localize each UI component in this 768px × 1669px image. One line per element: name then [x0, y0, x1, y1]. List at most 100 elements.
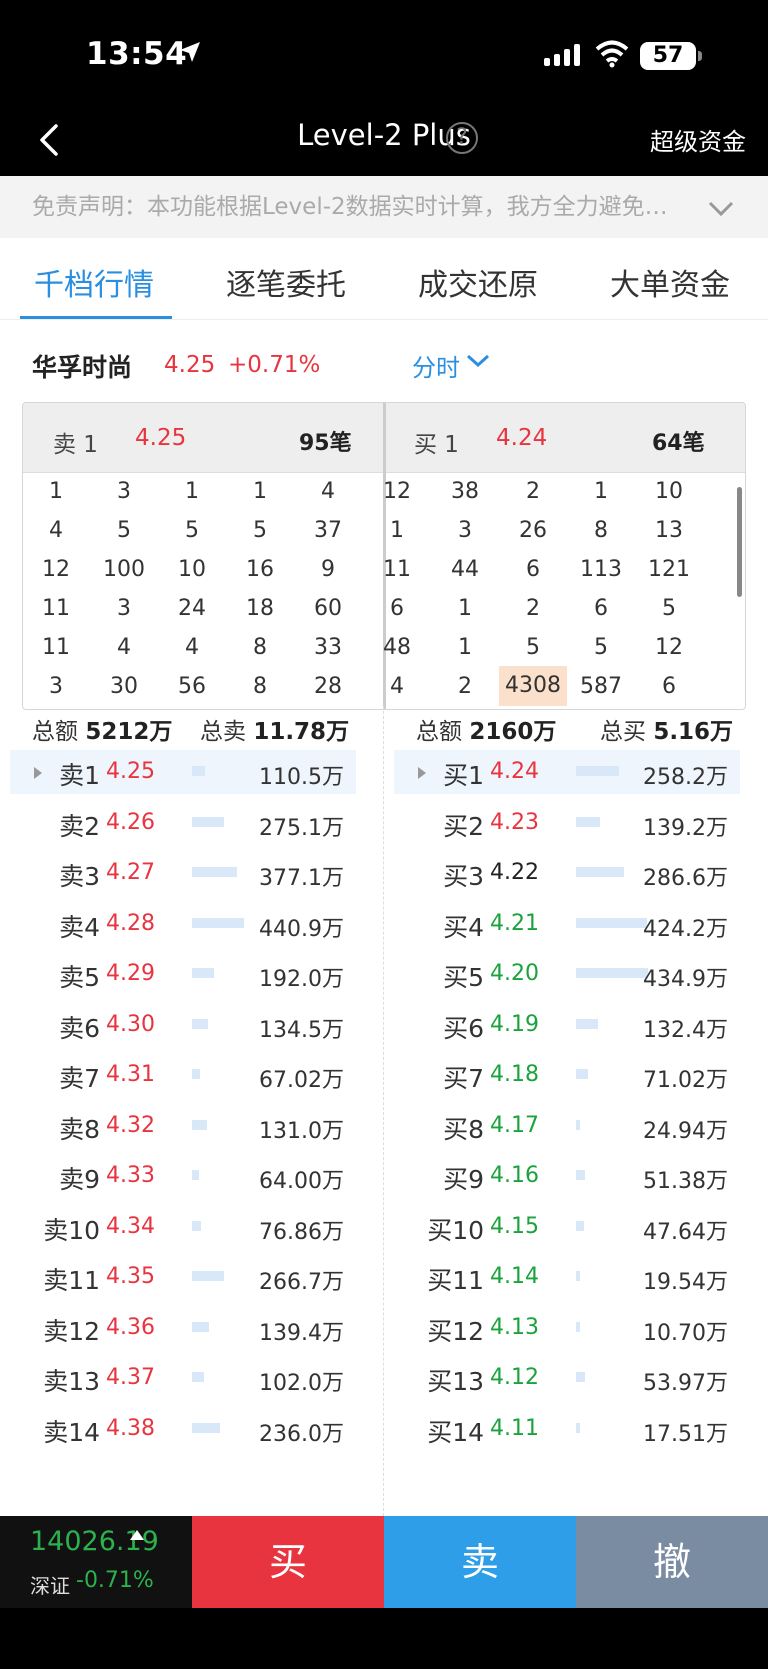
- sell-queue-cell: 18: [246, 596, 274, 621]
- sell-level-row[interactable]: 卖6 4.30 134.5万: [10, 1003, 356, 1047]
- buy-queue-price: 4.24: [496, 425, 548, 451]
- buy-level-amount: 47.64万: [643, 1219, 728, 1245]
- super-funds-link[interactable]: 超级资金: [650, 128, 746, 156]
- sell-level-volume-bar: [192, 867, 237, 877]
- sell-level-price: 4.28: [106, 910, 155, 936]
- sell-level-price: 4.29: [106, 961, 155, 986]
- sell-level-row[interactable]: 卖1 4.25 110.5万: [10, 750, 356, 794]
- tab-trade-restore[interactable]: 成交还原: [418, 268, 538, 303]
- tab-order-by-order[interactable]: 逐笔委托: [226, 268, 346, 303]
- sell-level-price: 4.34: [106, 1213, 155, 1239]
- sell-queue-cell: 8: [253, 674, 267, 699]
- buy-button[interactable]: 买: [192, 1516, 384, 1608]
- sell-level-label: 卖7: [59, 1064, 100, 1093]
- buy-level-volume-bar: [576, 1018, 598, 1029]
- sell-queue-cell: 11: [42, 635, 70, 660]
- buy-level-row[interactable]: 买9 4.16 51.38万: [394, 1154, 740, 1198]
- sell-level-row[interactable]: 卖11 4.35 266.7万: [10, 1255, 356, 1299]
- cancel-order-button[interactable]: 撤: [576, 1516, 768, 1608]
- buy-level-row[interactable]: 买1 4.24 258.2万: [394, 750, 740, 794]
- bottom-action-bar: 14026.19 深证 -0.71% 买 卖 撤: [0, 1516, 768, 1608]
- buy-level-volume-bar: [576, 1321, 580, 1332]
- sell-level-amount: 266.7万: [259, 1270, 344, 1295]
- sell-queue-price: 4.25: [135, 425, 187, 451]
- buy-level-row[interactable]: 买11 4.14 19.54万: [394, 1255, 740, 1299]
- queue-scrollbar[interactable]: [737, 487, 742, 597]
- buy-level-row[interactable]: 买2 4.23 139.2万: [394, 801, 740, 845]
- sell-level-row[interactable]: 卖3 4.27 377.1万: [10, 851, 356, 895]
- buy-level-label: 买13: [427, 1367, 484, 1396]
- period-selector[interactable]: 分时: [412, 354, 460, 382]
- buy-level-label: 买1: [443, 761, 484, 790]
- buy-level-volume-bar: [576, 1069, 588, 1079]
- tab-bar: 千档行情 逐笔委托 成交还原 大单资金: [0, 238, 768, 320]
- sell-queue-header: 卖 1 4.25 95笔: [23, 403, 383, 473]
- buy-level-label: 买4: [443, 912, 484, 942]
- sell-queue-cell: 5: [117, 518, 131, 543]
- buy-level-row[interactable]: 买3 4.22 286.6万: [394, 851, 740, 895]
- buy-queue-cell: 5: [662, 596, 676, 621]
- buy-level-row[interactable]: 买6 4.19 132.4万: [394, 1003, 740, 1047]
- caret-right-icon: [34, 767, 42, 779]
- buy-queue-count: 64笔: [652, 431, 705, 456]
- sell-level-row[interactable]: 卖13 4.37 102.0万: [10, 1356, 356, 1400]
- sell-level-volume-bar: [192, 1220, 201, 1231]
- sell-level-volume-bar: [192, 1069, 200, 1079]
- queue-divider: [383, 403, 386, 709]
- chevron-down-icon[interactable]: [466, 354, 490, 368]
- sell-level-row[interactable]: 卖9 4.33 64.00万: [10, 1154, 356, 1198]
- sell-queue-cell: 12: [42, 557, 70, 582]
- buy-level-amount: 10.70万: [643, 1320, 728, 1346]
- book-divider: [383, 706, 384, 1516]
- sell-level-row[interactable]: 卖10 4.34 76.86万: [10, 1205, 356, 1249]
- back-arrow-icon[interactable]: [30, 120, 70, 160]
- chevron-down-icon[interactable]: [708, 201, 734, 217]
- sell-level-label: 卖4: [59, 912, 100, 942]
- buy-level-row[interactable]: 买7 4.18 71.02万: [394, 1053, 740, 1097]
- buy-level-row[interactable]: 买8 4.17 24.94万: [394, 1104, 740, 1148]
- buy-level-row[interactable]: 买5 4.20 434.9万: [394, 952, 740, 996]
- sell-level-row[interactable]: 卖5 4.29 192.0万: [10, 952, 356, 996]
- status-bar: 13:54 57: [0, 0, 768, 104]
- sell-level-row[interactable]: 卖8 4.32 131.0万: [10, 1104, 356, 1148]
- buy-level-volume-bar: [576, 1119, 580, 1130]
- buy-level-price: 4.12: [490, 1365, 539, 1390]
- buy-level-amount: 51.38万: [643, 1169, 728, 1194]
- tab-order-book[interactable]: 千档行情: [34, 268, 154, 303]
- battery-tip: [698, 51, 702, 61]
- index-ticker[interactable]: 14026.19 深证 -0.71%: [0, 1516, 192, 1608]
- home-indicator-area: [0, 1608, 768, 1669]
- buy-level-row[interactable]: 买14 4.11 17.51万: [394, 1407, 740, 1451]
- buy-level-amount: 24.94万: [643, 1118, 728, 1144]
- sell-level-row[interactable]: 卖7 4.31 67.02万: [10, 1053, 356, 1097]
- buy-level-label: 买8: [443, 1114, 484, 1144]
- sell-level-volume-bar: [192, 1372, 204, 1382]
- buy-queue-cell: 48: [383, 635, 411, 660]
- sell-level-row[interactable]: 卖2 4.26 275.1万: [10, 801, 356, 845]
- buy-queue-cell: 44: [451, 557, 479, 582]
- sell-level-label: 卖12: [43, 1316, 100, 1346]
- buy-level-label: 买3: [443, 862, 484, 891]
- help-icon[interactable]: ?: [446, 122, 478, 154]
- sell-total-volume: 总卖 11.78万: [200, 719, 350, 745]
- main-content: 华孚时尚 4.25 +0.71% 分时 卖 1 4.25 95笔 买 1 4.2…: [0, 320, 768, 1516]
- buy-queue-cell: 6: [390, 596, 404, 621]
- buy-level-row[interactable]: 买10 4.15 47.64万: [394, 1205, 740, 1249]
- buy-level-volume-bar: [576, 1372, 585, 1382]
- buy-level-row[interactable]: 买12 4.13 10.70万: [394, 1306, 740, 1350]
- sell-level-volume-bar: [192, 917, 244, 928]
- sell-level-volume-bar: [192, 1170, 199, 1180]
- buy-queue-cell: 10: [655, 479, 683, 504]
- sell-level-row[interactable]: 卖12 4.36 139.4万: [10, 1306, 356, 1350]
- buy-level-row[interactable]: 买4 4.21 424.2万: [394, 902, 740, 946]
- sell-button[interactable]: 卖: [384, 1516, 576, 1608]
- buy-queue-cell: 121: [648, 557, 690, 582]
- buy-level-row[interactable]: 买13 4.12 53.97万: [394, 1356, 740, 1400]
- buy-level-volume-bar: [576, 1170, 585, 1180]
- disclaimer-banner[interactable]: 免责声明：本功能根据Level-2数据实时计算，我方全力避免…: [0, 176, 768, 238]
- buy-queue-cell: 6: [526, 557, 540, 582]
- tab-large-order-funds[interactable]: 大单资金: [610, 268, 730, 303]
- sell-level-row[interactable]: 卖14 4.38 236.0万: [10, 1407, 356, 1451]
- sell-level-label: 卖8: [59, 1114, 100, 1144]
- sell-level-row[interactable]: 卖4 4.28 440.9万: [10, 902, 356, 946]
